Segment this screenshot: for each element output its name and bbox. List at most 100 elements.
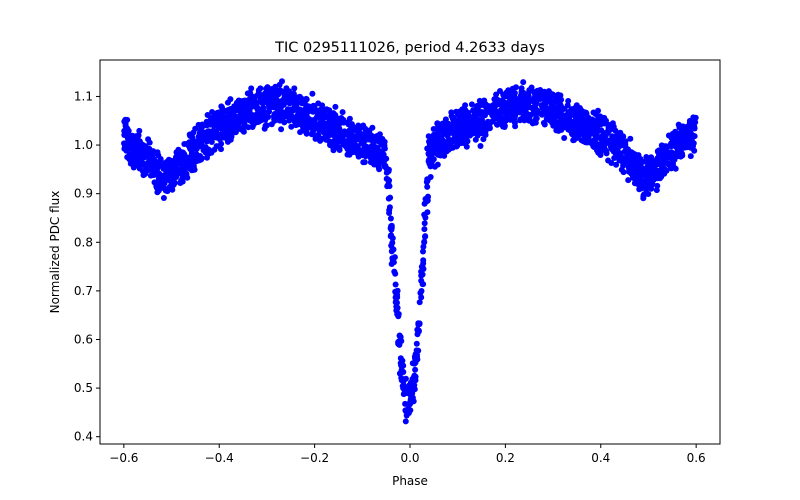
data-point	[377, 139, 384, 146]
data-point	[231, 108, 238, 115]
data-point	[121, 145, 128, 152]
data-point	[282, 97, 289, 104]
data-point	[409, 360, 416, 367]
data-point	[262, 122, 269, 129]
data-point	[421, 239, 428, 246]
data-point	[375, 148, 382, 155]
data-point	[469, 130, 476, 137]
data-point	[523, 91, 530, 98]
data-point	[372, 138, 378, 145]
x-tick-label: −0.6	[109, 451, 138, 465]
data-point	[614, 132, 621, 138]
data-point	[254, 104, 261, 111]
data-point	[641, 191, 648, 198]
data-point	[451, 121, 457, 128]
data-point	[424, 183, 431, 190]
data-point	[506, 98, 513, 105]
data-point	[126, 133, 133, 140]
data-point	[592, 111, 599, 118]
data-point	[383, 175, 390, 182]
data-point	[140, 150, 147, 157]
data-point	[334, 123, 341, 130]
data-point	[465, 109, 472, 116]
data-point	[249, 123, 256, 130]
data-point	[411, 382, 418, 389]
data-point	[445, 124, 452, 131]
data-point	[548, 101, 555, 108]
data-point	[418, 288, 425, 294]
data-point	[147, 157, 154, 164]
x-tick-label: −0.4	[205, 451, 234, 465]
data-point	[618, 153, 625, 160]
data-point	[462, 102, 469, 109]
data-point	[392, 281, 399, 288]
data-point	[675, 131, 682, 138]
data-point	[278, 126, 285, 133]
data-point	[303, 112, 310, 119]
data-point	[412, 366, 419, 373]
data-point	[603, 129, 610, 136]
data-point	[344, 151, 351, 158]
data-point	[607, 141, 614, 148]
data-point	[616, 142, 623, 149]
data-point	[357, 125, 364, 132]
data-point	[242, 112, 249, 119]
data-point	[140, 172, 147, 179]
data-point	[134, 152, 141, 159]
data-point	[204, 154, 210, 161]
data-point	[262, 116, 269, 123]
data-point	[664, 153, 671, 160]
data-point	[632, 158, 639, 165]
data-point	[301, 98, 307, 105]
data-point	[136, 165, 143, 172]
data-point	[498, 117, 505, 124]
data-point	[251, 117, 258, 124]
data-point	[138, 158, 145, 165]
data-point	[346, 115, 353, 122]
data-point	[258, 96, 265, 103]
data-point	[203, 122, 210, 129]
data-point	[381, 145, 388, 152]
data-point	[687, 153, 694, 160]
data-point	[255, 87, 262, 94]
data-point	[543, 115, 550, 122]
data-point	[256, 110, 263, 117]
data-point	[470, 120, 476, 127]
y-tick-label: 0.5	[74, 381, 93, 395]
data-point	[178, 177, 185, 184]
data-point	[413, 354, 420, 361]
data-point	[434, 120, 441, 127]
data-point	[225, 136, 232, 143]
data-point	[310, 127, 317, 134]
data-point	[674, 147, 681, 154]
data-point	[669, 130, 676, 137]
data-point	[680, 124, 687, 131]
data-point	[317, 124, 324, 131]
data-point	[482, 131, 489, 138]
data-point	[315, 100, 322, 107]
data-point	[131, 142, 138, 149]
data-point	[455, 134, 462, 141]
y-tick-label: 0.8	[74, 235, 93, 249]
data-point	[510, 106, 516, 113]
y-axis-ticks: 0.4 0.5 0.6 0.7 0.8 0.9 1.0 1.1	[74, 89, 100, 444]
data-point	[145, 136, 152, 143]
data-point	[213, 143, 220, 150]
data-point	[121, 140, 127, 147]
data-point	[132, 134, 138, 141]
data-point	[671, 137, 678, 144]
data-point	[297, 129, 304, 136]
data-point	[263, 90, 270, 97]
data-point	[452, 128, 459, 135]
data-point	[147, 172, 154, 179]
data-point	[356, 149, 363, 155]
data-point	[260, 106, 266, 113]
data-point	[312, 133, 319, 140]
data-point	[175, 157, 182, 164]
data-point	[218, 140, 225, 147]
data-point	[430, 126, 437, 132]
data-point	[284, 106, 291, 113]
data-point	[521, 117, 528, 124]
x-tick-label: 0.0	[400, 451, 419, 465]
data-point	[414, 326, 421, 333]
